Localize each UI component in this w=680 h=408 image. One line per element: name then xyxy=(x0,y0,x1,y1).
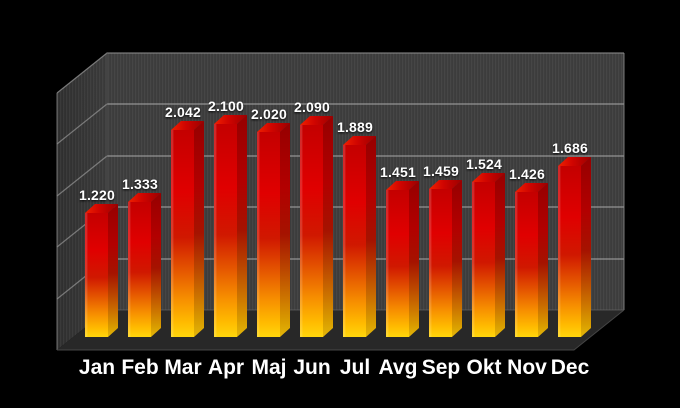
bar-front-face xyxy=(515,192,538,337)
bar-front-face xyxy=(558,166,581,337)
bar-value-label-jun: 2.090 xyxy=(293,99,331,115)
x-axis-label-maj: Maj xyxy=(251,356,287,379)
bar-top-face xyxy=(257,123,290,132)
bar-front-face xyxy=(128,202,151,337)
bar-front-face xyxy=(214,124,237,337)
bar-side-face xyxy=(237,115,247,337)
bar-okt xyxy=(472,173,505,337)
x-axis-label-jul: Jul xyxy=(339,356,371,379)
bar-side-face xyxy=(280,123,290,337)
bar-nov xyxy=(515,183,548,337)
x-axis-label-feb: Feb xyxy=(121,356,159,379)
bar-maj xyxy=(257,123,290,337)
bar-jun xyxy=(300,116,333,337)
bar-value-label-mar: 2.042 xyxy=(164,104,202,120)
bar-side-face xyxy=(538,183,548,337)
bar-avg xyxy=(386,181,419,337)
bar-top-face xyxy=(85,204,118,213)
bar-top-face xyxy=(429,180,462,189)
bar-value-label-okt: 1.524 xyxy=(465,156,503,172)
bar-value-label-nov: 1.426 xyxy=(508,166,546,182)
bar-sep xyxy=(429,180,462,337)
x-axis-label-avg: Avg xyxy=(378,356,418,379)
bar-front-face xyxy=(472,182,495,337)
x-axis-label-jun: Jun xyxy=(293,356,331,379)
bar-side-face xyxy=(495,173,505,337)
bar-jan xyxy=(85,204,118,337)
bar-front-face xyxy=(429,189,452,337)
bar-side-face xyxy=(366,136,376,337)
x-axis-label-mar: Mar xyxy=(164,356,202,379)
bar-value-label-jul: 1.889 xyxy=(336,119,374,135)
bar-value-label-apr: 2.100 xyxy=(207,98,245,114)
bar-front-face xyxy=(343,145,366,337)
x-axis-label-nov: Nov xyxy=(507,356,547,379)
bar-side-face xyxy=(194,121,204,337)
bar-mar xyxy=(171,121,204,337)
bar-dec xyxy=(558,157,591,337)
bar-side-face xyxy=(409,181,419,337)
x-axis-label-sep: Sep xyxy=(421,356,461,379)
bar-value-label-maj: 2.020 xyxy=(250,106,288,122)
bar-top-face xyxy=(300,116,333,125)
bar-top-face xyxy=(343,136,376,145)
bar-apr xyxy=(214,115,247,337)
bar-top-face xyxy=(472,173,505,182)
bar-front-face xyxy=(171,130,194,337)
bar-feb xyxy=(128,193,161,337)
x-axis-label-jan: Jan xyxy=(78,356,116,379)
bar-side-face xyxy=(151,193,161,337)
bar-side-face xyxy=(452,180,462,337)
bar-side-face xyxy=(581,157,591,337)
bar-value-label-dec: 1.686 xyxy=(551,140,589,156)
bar-top-face xyxy=(128,193,161,202)
bar-front-face xyxy=(386,190,409,337)
x-axis-label-dec: Dec xyxy=(550,356,590,379)
x-axis-label-okt: Okt xyxy=(466,356,502,379)
bar-value-label-feb: 1.333 xyxy=(121,176,159,192)
bar-front-face xyxy=(257,132,280,337)
bar-value-label-sep: 1.459 xyxy=(422,163,460,179)
bar-jul xyxy=(343,136,376,337)
bar-top-face xyxy=(171,121,204,130)
bar-front-face xyxy=(85,213,108,337)
bar-front-face xyxy=(300,125,323,337)
x-axis-label-apr: Apr xyxy=(207,356,245,379)
bar-top-face xyxy=(214,115,247,124)
bar-value-label-avg: 1.451 xyxy=(379,164,417,180)
bar-side-face xyxy=(108,204,118,337)
bar-top-face xyxy=(515,183,548,192)
bar-side-face xyxy=(323,116,333,337)
bar-top-face xyxy=(386,181,419,190)
bar-value-label-jan: 1.220 xyxy=(78,187,116,203)
bar-top-face xyxy=(558,157,591,166)
